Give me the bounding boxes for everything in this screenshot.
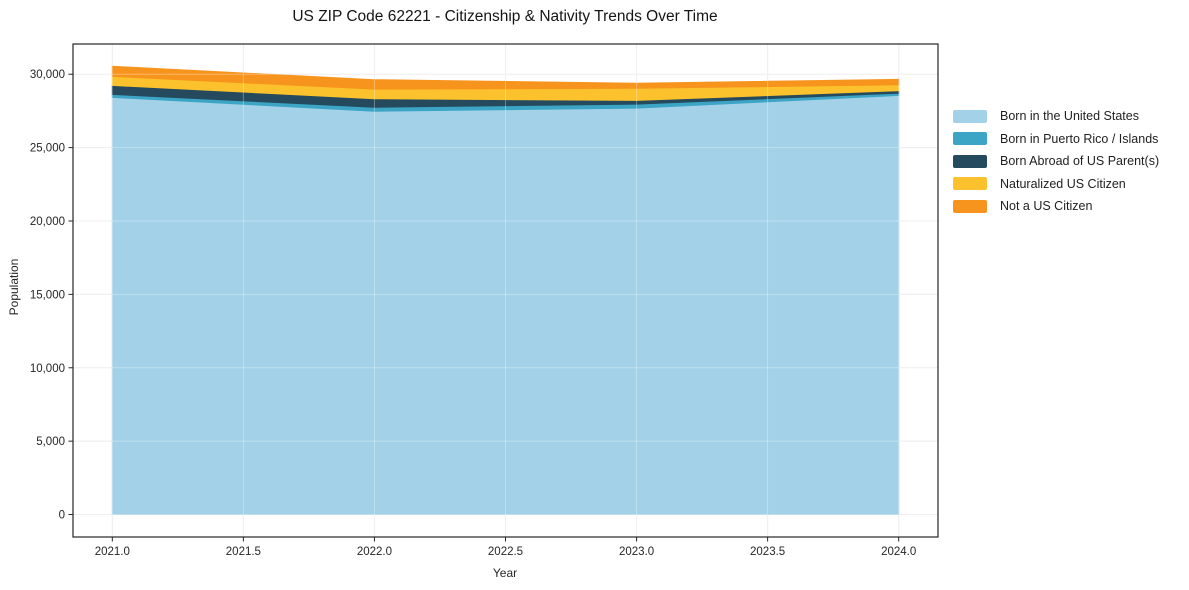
legend-swatch: [953, 132, 987, 145]
legend-label: Naturalized US Citizen: [1000, 176, 1126, 191]
x-axis-label: Year: [492, 566, 518, 580]
legend-swatch: [953, 109, 987, 123]
legend-item-3: Naturalized US Citizen: [953, 177, 1159, 191]
x-tick-label: 2022.5: [488, 546, 523, 558]
x-tick-label: 2022.0: [357, 546, 392, 558]
y-tick-label: 25,000: [30, 143, 65, 155]
x-tick-label: 2024.0: [881, 546, 916, 558]
y-tick-label: 0: [59, 510, 65, 522]
y-axis-label: Population: [7, 258, 21, 316]
y-tick-label: 20,000: [30, 216, 65, 228]
legend-item-4: Not a US Citizen: [953, 199, 1159, 213]
chart-title: US ZIP Code 62221 - Citizenship & Nativi…: [292, 8, 718, 25]
x-tick-label: 2023.5: [750, 546, 785, 558]
legend-swatch: [953, 177, 987, 190]
y-tick-label: 30,000: [30, 69, 65, 81]
legend-item-2: Born Abroad of US Parent(s): [953, 154, 1159, 168]
y-tick-label: 10,000: [30, 363, 65, 375]
legend-label: Born in the United States: [1000, 109, 1139, 123]
legend-label: Born Abroad of US Parent(s): [1000, 154, 1160, 168]
legend-swatch: [953, 154, 987, 168]
x-tick-label: 2021.5: [226, 546, 261, 558]
legend-label: Not a US Citizen: [1000, 199, 1093, 213]
legend-swatch: [953, 199, 987, 213]
gridlines-overlay: [73, 44, 938, 537]
axis-ticks: [68, 73, 900, 542]
x-tick-label: 2023.0: [619, 546, 654, 558]
x-tick-label: 2021.0: [95, 546, 130, 558]
legend-item-0: Born in the United States: [953, 109, 1159, 123]
legend-item-1: Born in Puerto Rico / Islands: [953, 132, 1159, 146]
y-tick-label: 5,000: [36, 436, 65, 448]
legend-label: Born in Puerto Rico / Islands: [1000, 131, 1159, 146]
y-tick-label: 15,000: [30, 289, 65, 301]
area-series-4: [111, 65, 900, 90]
legend: Born in the United States Born in Puerto …: [953, 109, 1159, 222]
